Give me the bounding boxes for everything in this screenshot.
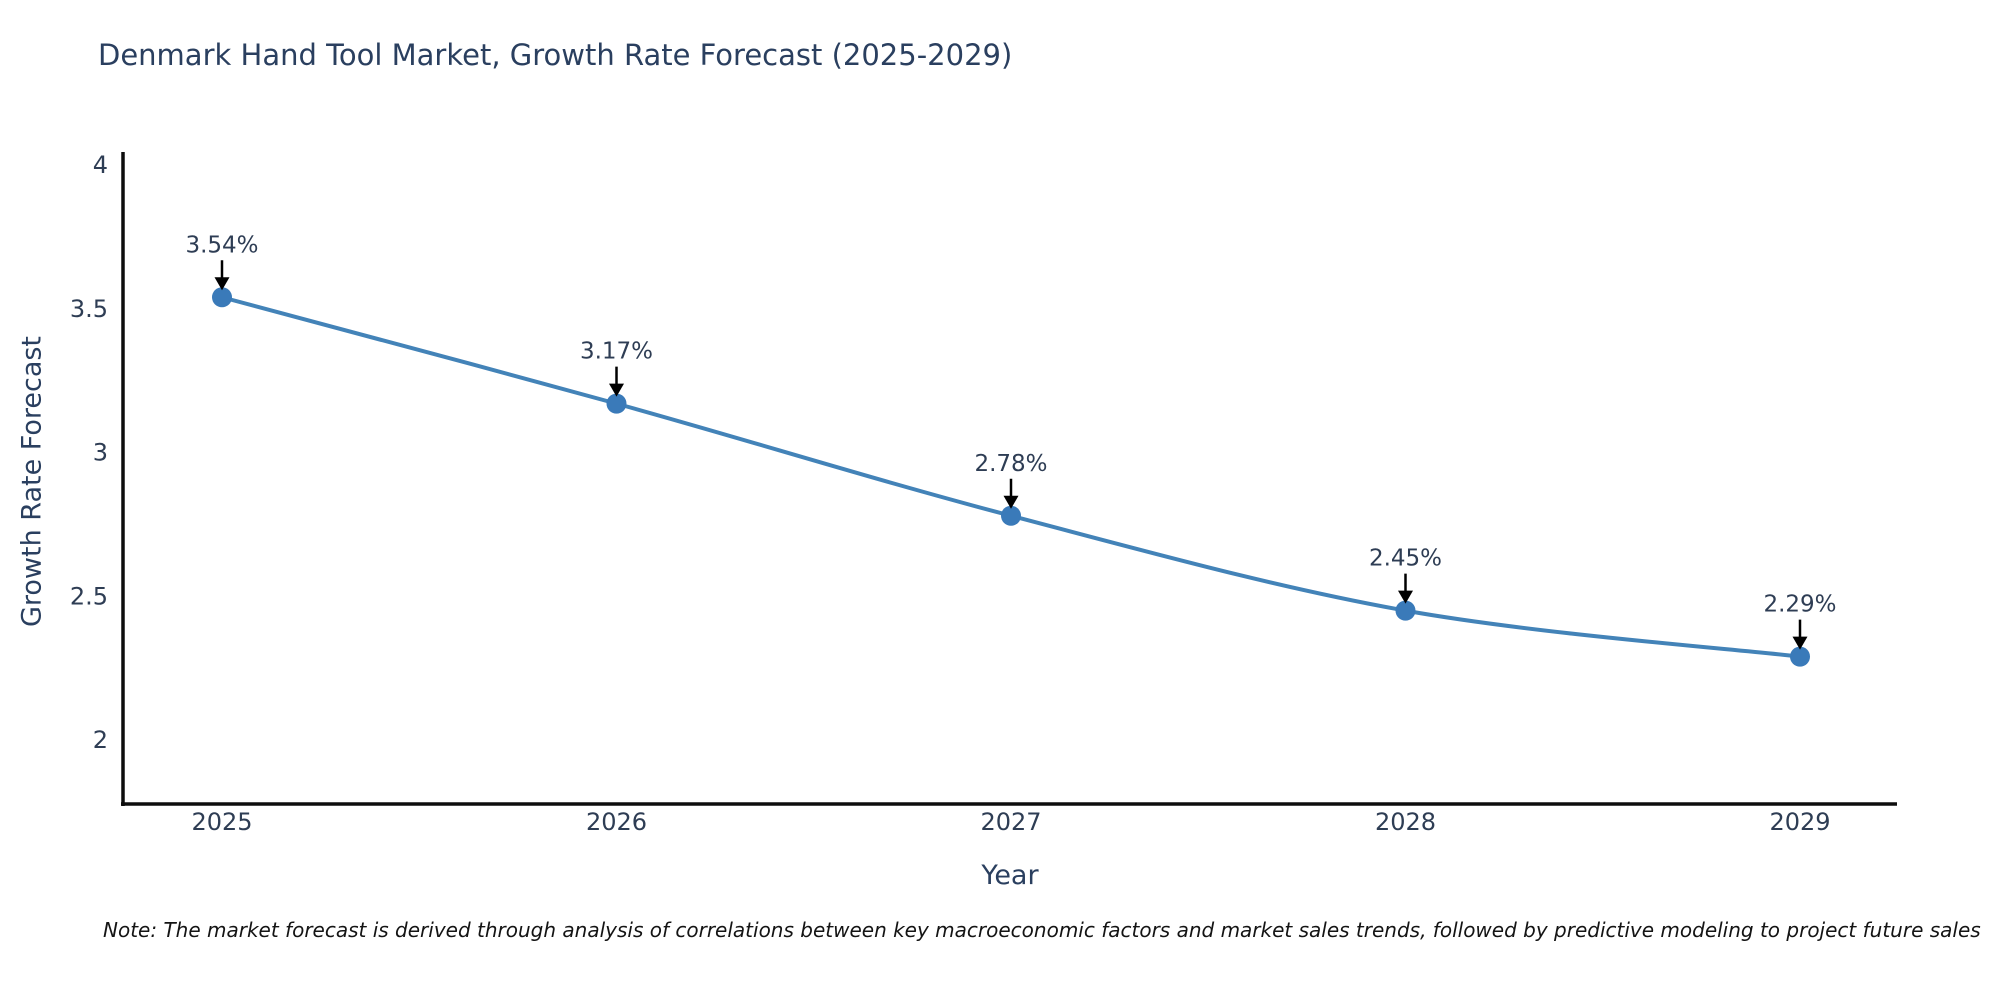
y-tick-label: 2	[93, 726, 108, 754]
annotation-label: 2.78%	[974, 451, 1047, 477]
annotation-arrow-head	[214, 277, 230, 291]
y-tick-label: 3.5	[70, 295, 108, 323]
data-point-marker	[606, 393, 627, 414]
annotation-arrow-head	[1792, 636, 1808, 650]
annotation-arrow-head	[609, 383, 624, 397]
growth-rate-line	[220, 295, 1802, 659]
x-tick-label: 2028	[1375, 808, 1436, 836]
annotation-arrow-head	[1003, 495, 1019, 509]
x-axis-title: Year	[981, 860, 1039, 891]
data-point-marker	[1790, 646, 1810, 667]
data-point-marker	[1395, 600, 1416, 621]
data-point-marker	[212, 287, 232, 308]
annotation-label: 2.29%	[1763, 592, 1836, 618]
x-tick-label: 2027	[980, 808, 1041, 836]
x-tick-label: 2029	[1769, 808, 1830, 836]
x-tick-label: 2026	[586, 808, 647, 836]
annotation-label: 2.45%	[1369, 546, 1442, 572]
chart-title: Denmark Hand Tool Market, Growth Rate Fo…	[98, 38, 1013, 72]
annotation-label: 3.17%	[580, 339, 653, 365]
x-tick-label: 2025	[191, 808, 252, 836]
y-tick-label: 2.5	[70, 582, 108, 610]
annotation-label: 3.54%	[185, 232, 258, 258]
footnote: Note: The market forecast is derived thr…	[103, 918, 1981, 942]
y-tick-label: 4	[93, 151, 108, 179]
annotation-arrow-head	[1398, 590, 1413, 604]
y-axis-title: Growth Rate Forecast	[16, 335, 48, 628]
y-tick-label: 3	[93, 439, 108, 467]
data-point-marker	[1001, 505, 1021, 526]
